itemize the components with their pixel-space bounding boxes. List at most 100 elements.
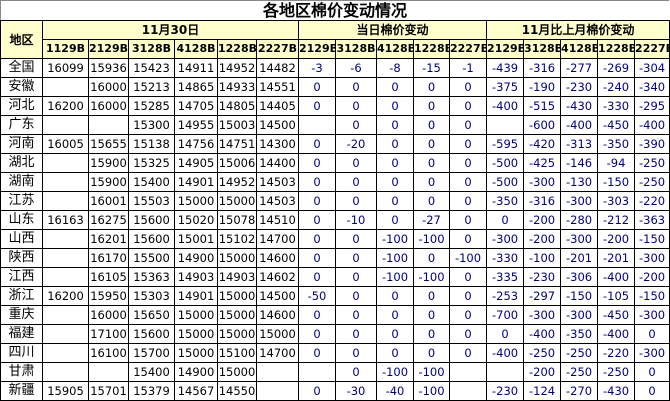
price-cell: 15600 bbox=[128, 324, 175, 344]
region-cell: 新疆 bbox=[0, 381, 43, 401]
day-change-cell: 0 bbox=[335, 77, 377, 97]
price-col-header: 4128B bbox=[174, 39, 218, 59]
price-cell: 14905 bbox=[174, 153, 218, 173]
price-cell: 15000 bbox=[217, 324, 257, 344]
day-change-cell: -100 bbox=[413, 229, 450, 249]
day-change-cell: -20 bbox=[335, 134, 377, 154]
month-change-cell: -330 bbox=[597, 96, 636, 116]
price-cell: 15078 bbox=[217, 210, 257, 230]
table-row: 湖北 15900 15325 14905 15006 14400 0 0 0 0 0 -500 -425… bbox=[0, 153, 670, 173]
day-change-cell: -30 bbox=[335, 381, 377, 401]
table-row: 山东 16163 16275 15600 15020 15078 14510 0 -10 0 -27… bbox=[0, 210, 670, 230]
month-change-group-header: 11月比上月棉价变动 bbox=[486, 20, 670, 40]
day-change-cell: 0 bbox=[413, 77, 450, 97]
day-change-cell: 0 bbox=[448, 324, 488, 344]
price-cell: 16200 bbox=[42, 286, 89, 306]
table-row: 福建 17100 15600 15000 15000 15000 0 0 0 0 0 0 -400 -35… bbox=[0, 324, 670, 344]
price-cell: 16000 bbox=[88, 305, 129, 325]
price-cell: 14901 bbox=[174, 172, 218, 192]
month-change-cell: -316 bbox=[523, 191, 562, 211]
day-change-cell: 0 bbox=[298, 381, 336, 401]
day-change-cell: 0 bbox=[413, 343, 450, 363]
price-cell: 16105 bbox=[88, 267, 129, 287]
price-cell: 15000 bbox=[217, 191, 257, 211]
price-col-header: 3128B bbox=[128, 39, 175, 59]
day-change-cell: 0 bbox=[413, 191, 450, 211]
month-change-cell: -300 bbox=[634, 343, 670, 363]
day-change-cell: 0 bbox=[298, 324, 336, 344]
month-change-cell: -340 bbox=[634, 77, 670, 97]
month-change-cell: -230 bbox=[523, 267, 562, 287]
day-change-cell: 0 bbox=[335, 153, 377, 173]
price-cell: 14500 bbox=[256, 286, 299, 306]
price-cell: 15000 bbox=[217, 248, 257, 268]
month-change-cell: -200 bbox=[523, 210, 562, 230]
month-change-cell: -316 bbox=[523, 58, 562, 78]
price-cell: 15600 bbox=[128, 229, 175, 249]
month-change-cell: 0 bbox=[486, 324, 525, 344]
table-row: 安徽 16000 15213 14865 14933 14551 0 0 0 0 0 -375 -190… bbox=[0, 77, 670, 97]
month-change-cell: -600 bbox=[523, 115, 562, 135]
day-change-cell: 0 bbox=[376, 77, 414, 97]
price-cell: 16275 bbox=[88, 210, 129, 230]
price-cell: 16005 bbox=[42, 134, 89, 154]
price-cell: 15900 bbox=[88, 153, 129, 173]
price-cell bbox=[42, 172, 89, 192]
price-cell: 14952 bbox=[217, 58, 257, 78]
day-change-cell bbox=[298, 115, 336, 135]
day-change-cell: 0 bbox=[376, 210, 414, 230]
region-cell: 江西 bbox=[0, 267, 43, 287]
price-cell: 15000 bbox=[174, 343, 218, 363]
table-row: 河北 16200 16000 15285 14705 14805 14405 0 0 0 0 0 -40… bbox=[0, 96, 670, 116]
price-cell: 14405 bbox=[256, 96, 299, 116]
month-col-header: 1228B bbox=[597, 39, 636, 59]
day-change-cell: 0 bbox=[298, 96, 336, 116]
table-row: 陕西 16170 15500 14900 15000 14600 0 0 -100 0 -100 -3… bbox=[0, 248, 670, 268]
table-row: 重庆 16000 15650 15000 15000 14600 0 0 0 0 0 -700 -300… bbox=[0, 305, 670, 325]
day-change-cell: -3 bbox=[298, 58, 336, 78]
day-change-cell: 0 bbox=[413, 96, 450, 116]
month-change-cell: -250 bbox=[523, 343, 562, 363]
region-cell: 湖北 bbox=[0, 153, 43, 173]
price-cell: 15325 bbox=[128, 153, 175, 173]
price-col-header: 1228B bbox=[217, 39, 257, 59]
month-change-cell: -295 bbox=[634, 96, 670, 116]
table-row: 湖南 15900 15400 14901 14952 14503 0 0 0 0 0 -500 -300… bbox=[0, 172, 670, 192]
day-change-cell: -8 bbox=[376, 58, 414, 78]
price-cell: 16170 bbox=[88, 248, 129, 268]
price-cell: 14551 bbox=[256, 77, 299, 97]
day-change-cell: 0 bbox=[298, 77, 336, 97]
region-cell: 重庆 bbox=[0, 305, 43, 325]
price-cell: 15900 bbox=[88, 172, 129, 192]
price-cell bbox=[42, 324, 89, 344]
day-change-cell: 0 bbox=[335, 229, 377, 249]
price-cell: 15000 bbox=[217, 305, 257, 325]
day-change-cell: 0 bbox=[448, 96, 488, 116]
day-change-cell: -10 bbox=[335, 210, 377, 230]
price-cell: 15655 bbox=[88, 134, 129, 154]
day-change-cell: 0 bbox=[298, 134, 336, 154]
price-cell: 16200 bbox=[42, 96, 89, 116]
month-change-cell: -400 bbox=[560, 115, 599, 135]
month-change-cell: -250 bbox=[560, 343, 599, 363]
price-group-header: 11月30日 bbox=[42, 20, 299, 40]
month-change-cell: -212 bbox=[597, 210, 636, 230]
price-cell: 14900 bbox=[174, 362, 218, 382]
price-cell: 14700 bbox=[256, 229, 299, 249]
month-col-header: 2129B bbox=[486, 39, 525, 59]
month-change-cell: -200 bbox=[597, 229, 636, 249]
month-change-cell: -277 bbox=[560, 58, 599, 78]
price-col-header: 2129B bbox=[88, 39, 129, 59]
day-change-cell: 0 bbox=[413, 153, 450, 173]
price-cell: 14400 bbox=[256, 153, 299, 173]
price-cell: 14901 bbox=[174, 286, 218, 306]
month-change-cell: -269 bbox=[597, 58, 636, 78]
day-change-cell bbox=[448, 381, 488, 401]
price-cell: 15363 bbox=[128, 267, 175, 287]
price-cell: 15303 bbox=[128, 286, 175, 306]
price-cell bbox=[42, 229, 89, 249]
price-cell: 16000 bbox=[88, 96, 129, 116]
region-cell: 甘肃 bbox=[0, 362, 43, 382]
day-change-cell: 0 bbox=[298, 267, 336, 287]
price-cell: 14756 bbox=[174, 134, 218, 154]
